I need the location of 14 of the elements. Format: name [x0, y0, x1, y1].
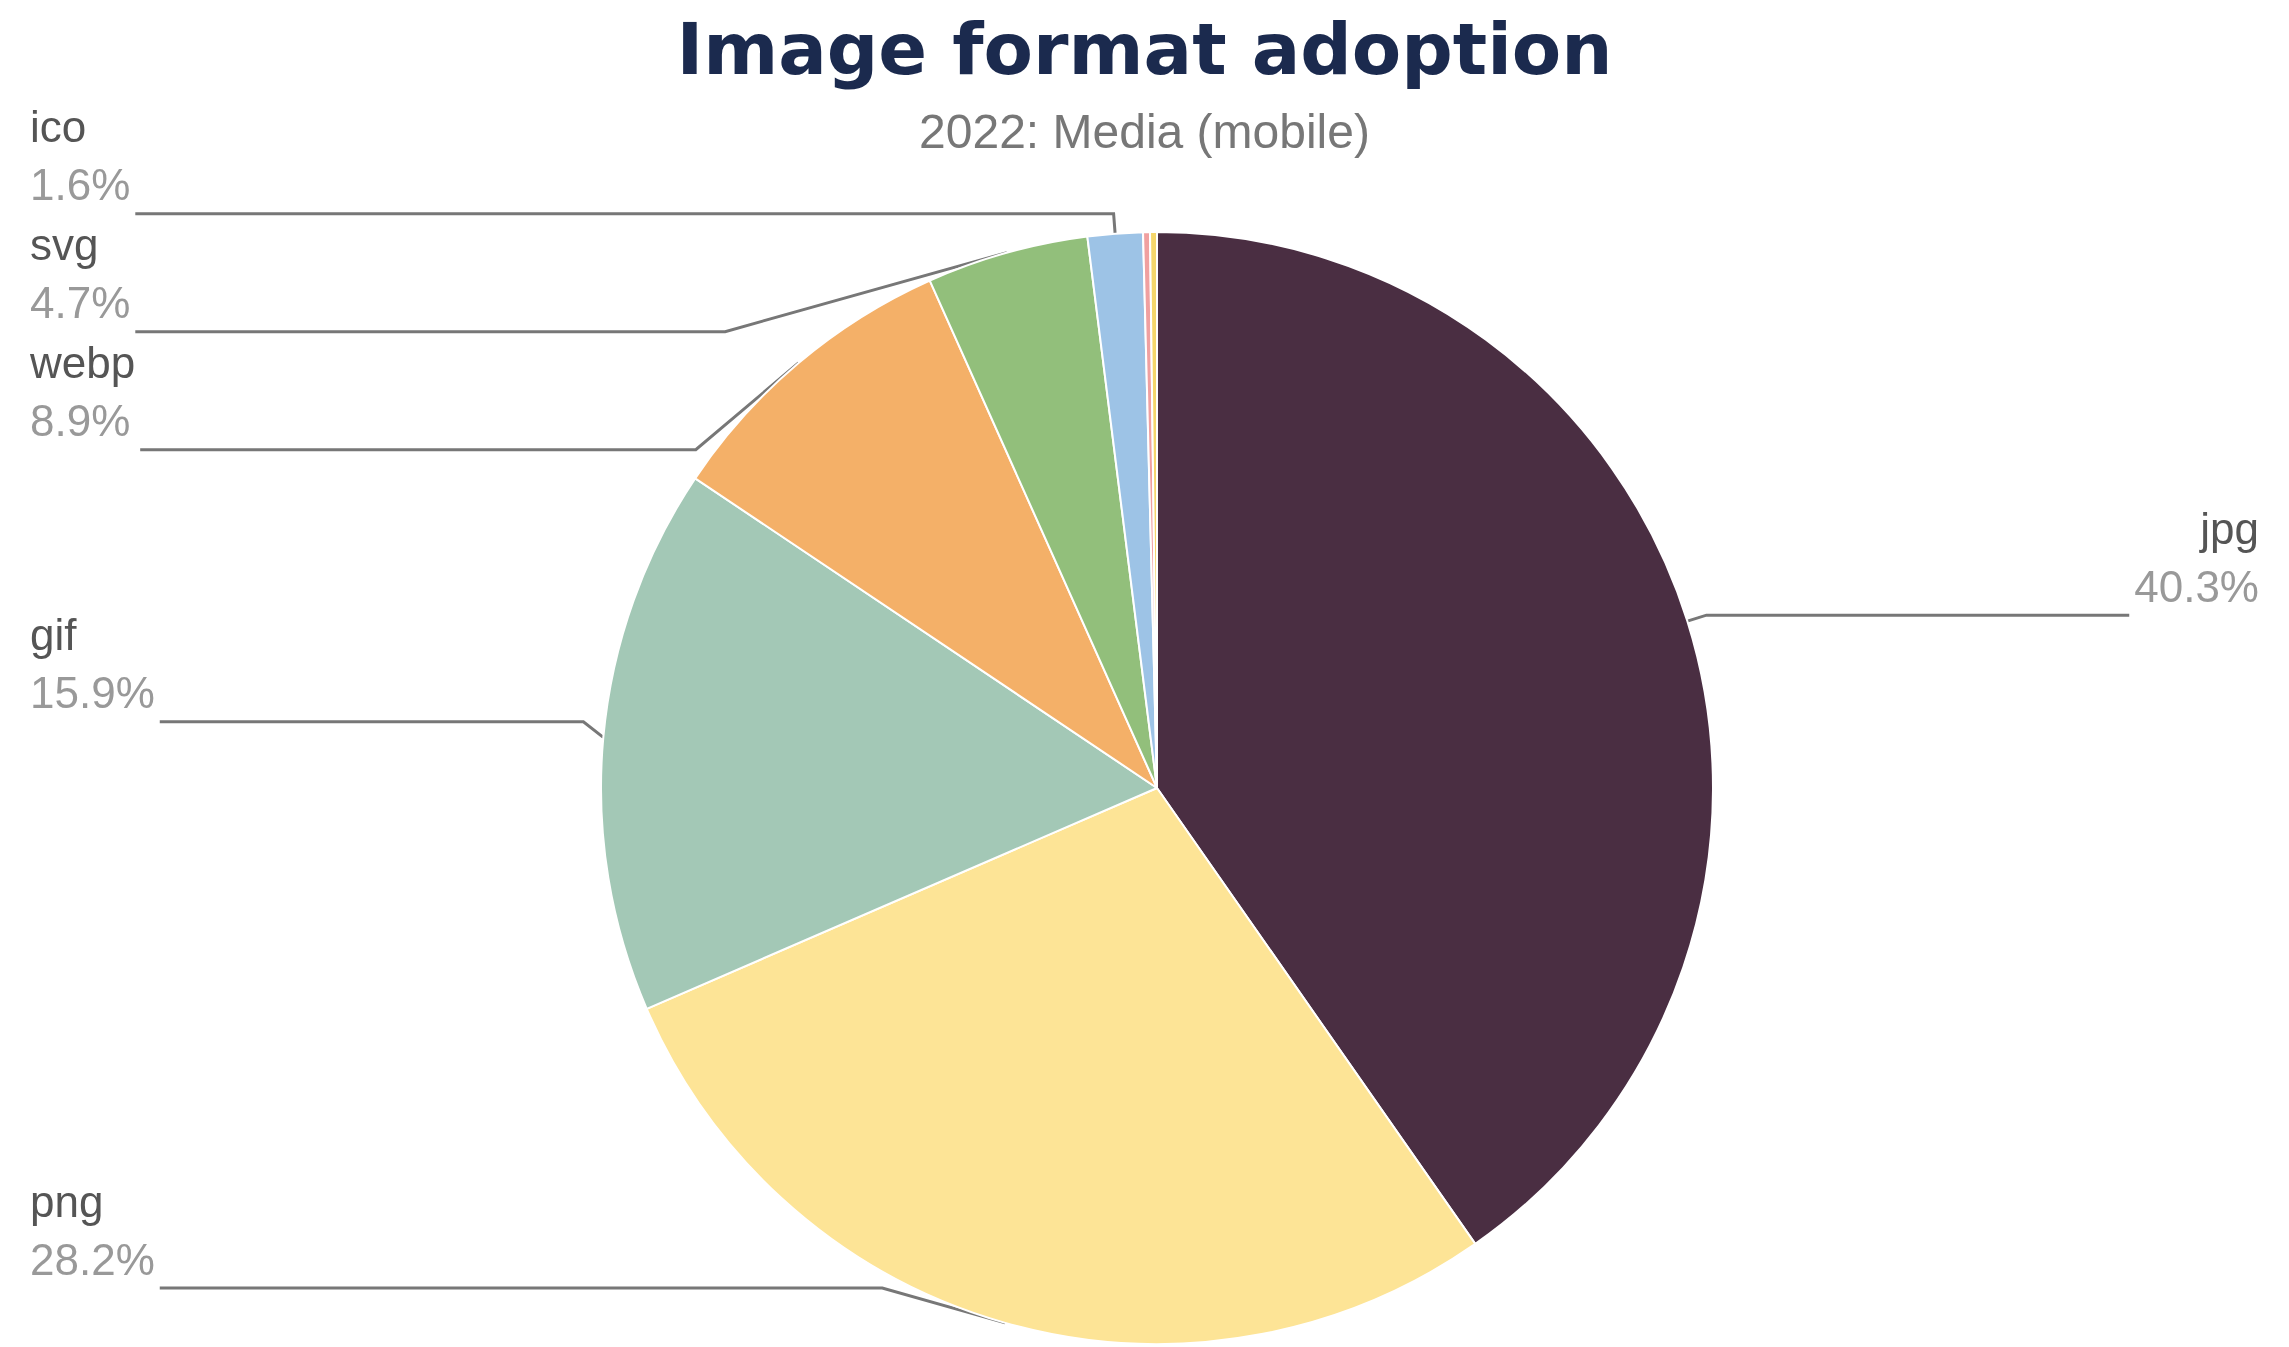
slice-label: jpg — [2198, 503, 2259, 553]
data-label: 28.2% — [30, 1234, 155, 1284]
slice-label: gif — [30, 610, 78, 660]
slice-label: png — [30, 1176, 104, 1226]
data-label: 4.7% — [30, 278, 131, 328]
data-label: 1.6% — [30, 160, 131, 210]
data-label: 8.9% — [30, 396, 131, 446]
chart-subtitle: 2022: Media (mobile) — [919, 104, 1370, 158]
slice-label: webp — [29, 338, 136, 388]
slice-label: svg — [30, 220, 99, 270]
chart-title: Image format adoption — [676, 7, 1613, 91]
data-label: 40.3% — [2134, 561, 2259, 611]
slice-label: ico — [30, 102, 87, 152]
data-label: 15.9% — [30, 668, 155, 718]
